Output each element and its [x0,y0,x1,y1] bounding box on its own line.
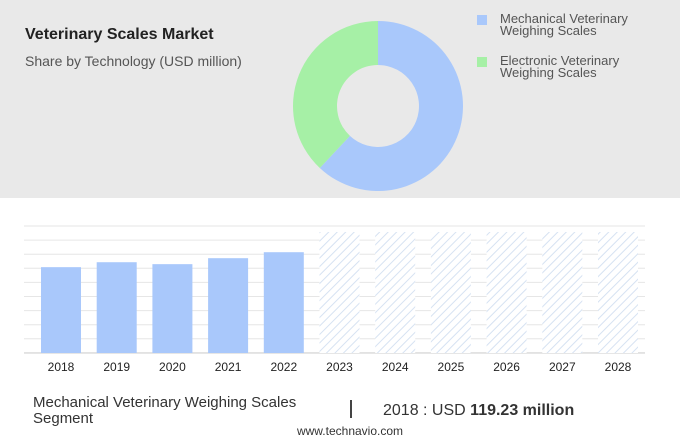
x-tick-label: 2018 [48,360,75,374]
source: www.technavio.com [296,424,404,438]
bar [208,258,249,353]
legend-label: Mechanical Veterinary Weighing Scales [500,11,628,38]
bar [152,264,193,353]
segment-name: Mechanical Veterinary Weighing Scales Se… [33,394,297,427]
forecast-placeholder [375,232,416,353]
highlight-prefix: 2018 : USD [383,402,466,419]
forecast-placeholder [598,232,638,353]
x-tick-label: 2023 [326,360,353,374]
forecast-placeholder [542,232,583,353]
donut-slice [319,21,464,191]
x-tick-label: 2025 [438,360,465,374]
x-tick-label: 2026 [493,360,520,374]
bar [263,252,304,353]
x-tick-label: 2019 [103,360,130,374]
chart-title: Veterinary Scales Market [25,26,214,43]
bar [41,267,81,353]
separator [350,400,352,418]
legend-label: Electronic Veterinary Weighing Scales [500,53,620,80]
x-tick-label: 2024 [382,360,409,374]
x-tick-label: 2020 [159,360,186,374]
donut-slice [293,21,378,168]
forecast-placeholder [319,232,360,353]
highlight: 2018 : USD 119.23 million [383,402,574,420]
highlight-value: 119.23 million [470,402,575,419]
legend-swatch [477,57,487,67]
x-tick-label: 2027 [549,360,576,374]
forecast-placeholder [486,232,527,353]
legend-swatch [477,15,487,25]
x-tick-label: 2028 [605,360,632,374]
x-tick-label: 2022 [270,360,297,374]
x-tick-label: 2021 [215,360,242,374]
chart-subtitle: Share by Technology (USD million) [25,53,242,69]
bar [96,262,137,353]
forecast-placeholder [430,232,471,353]
